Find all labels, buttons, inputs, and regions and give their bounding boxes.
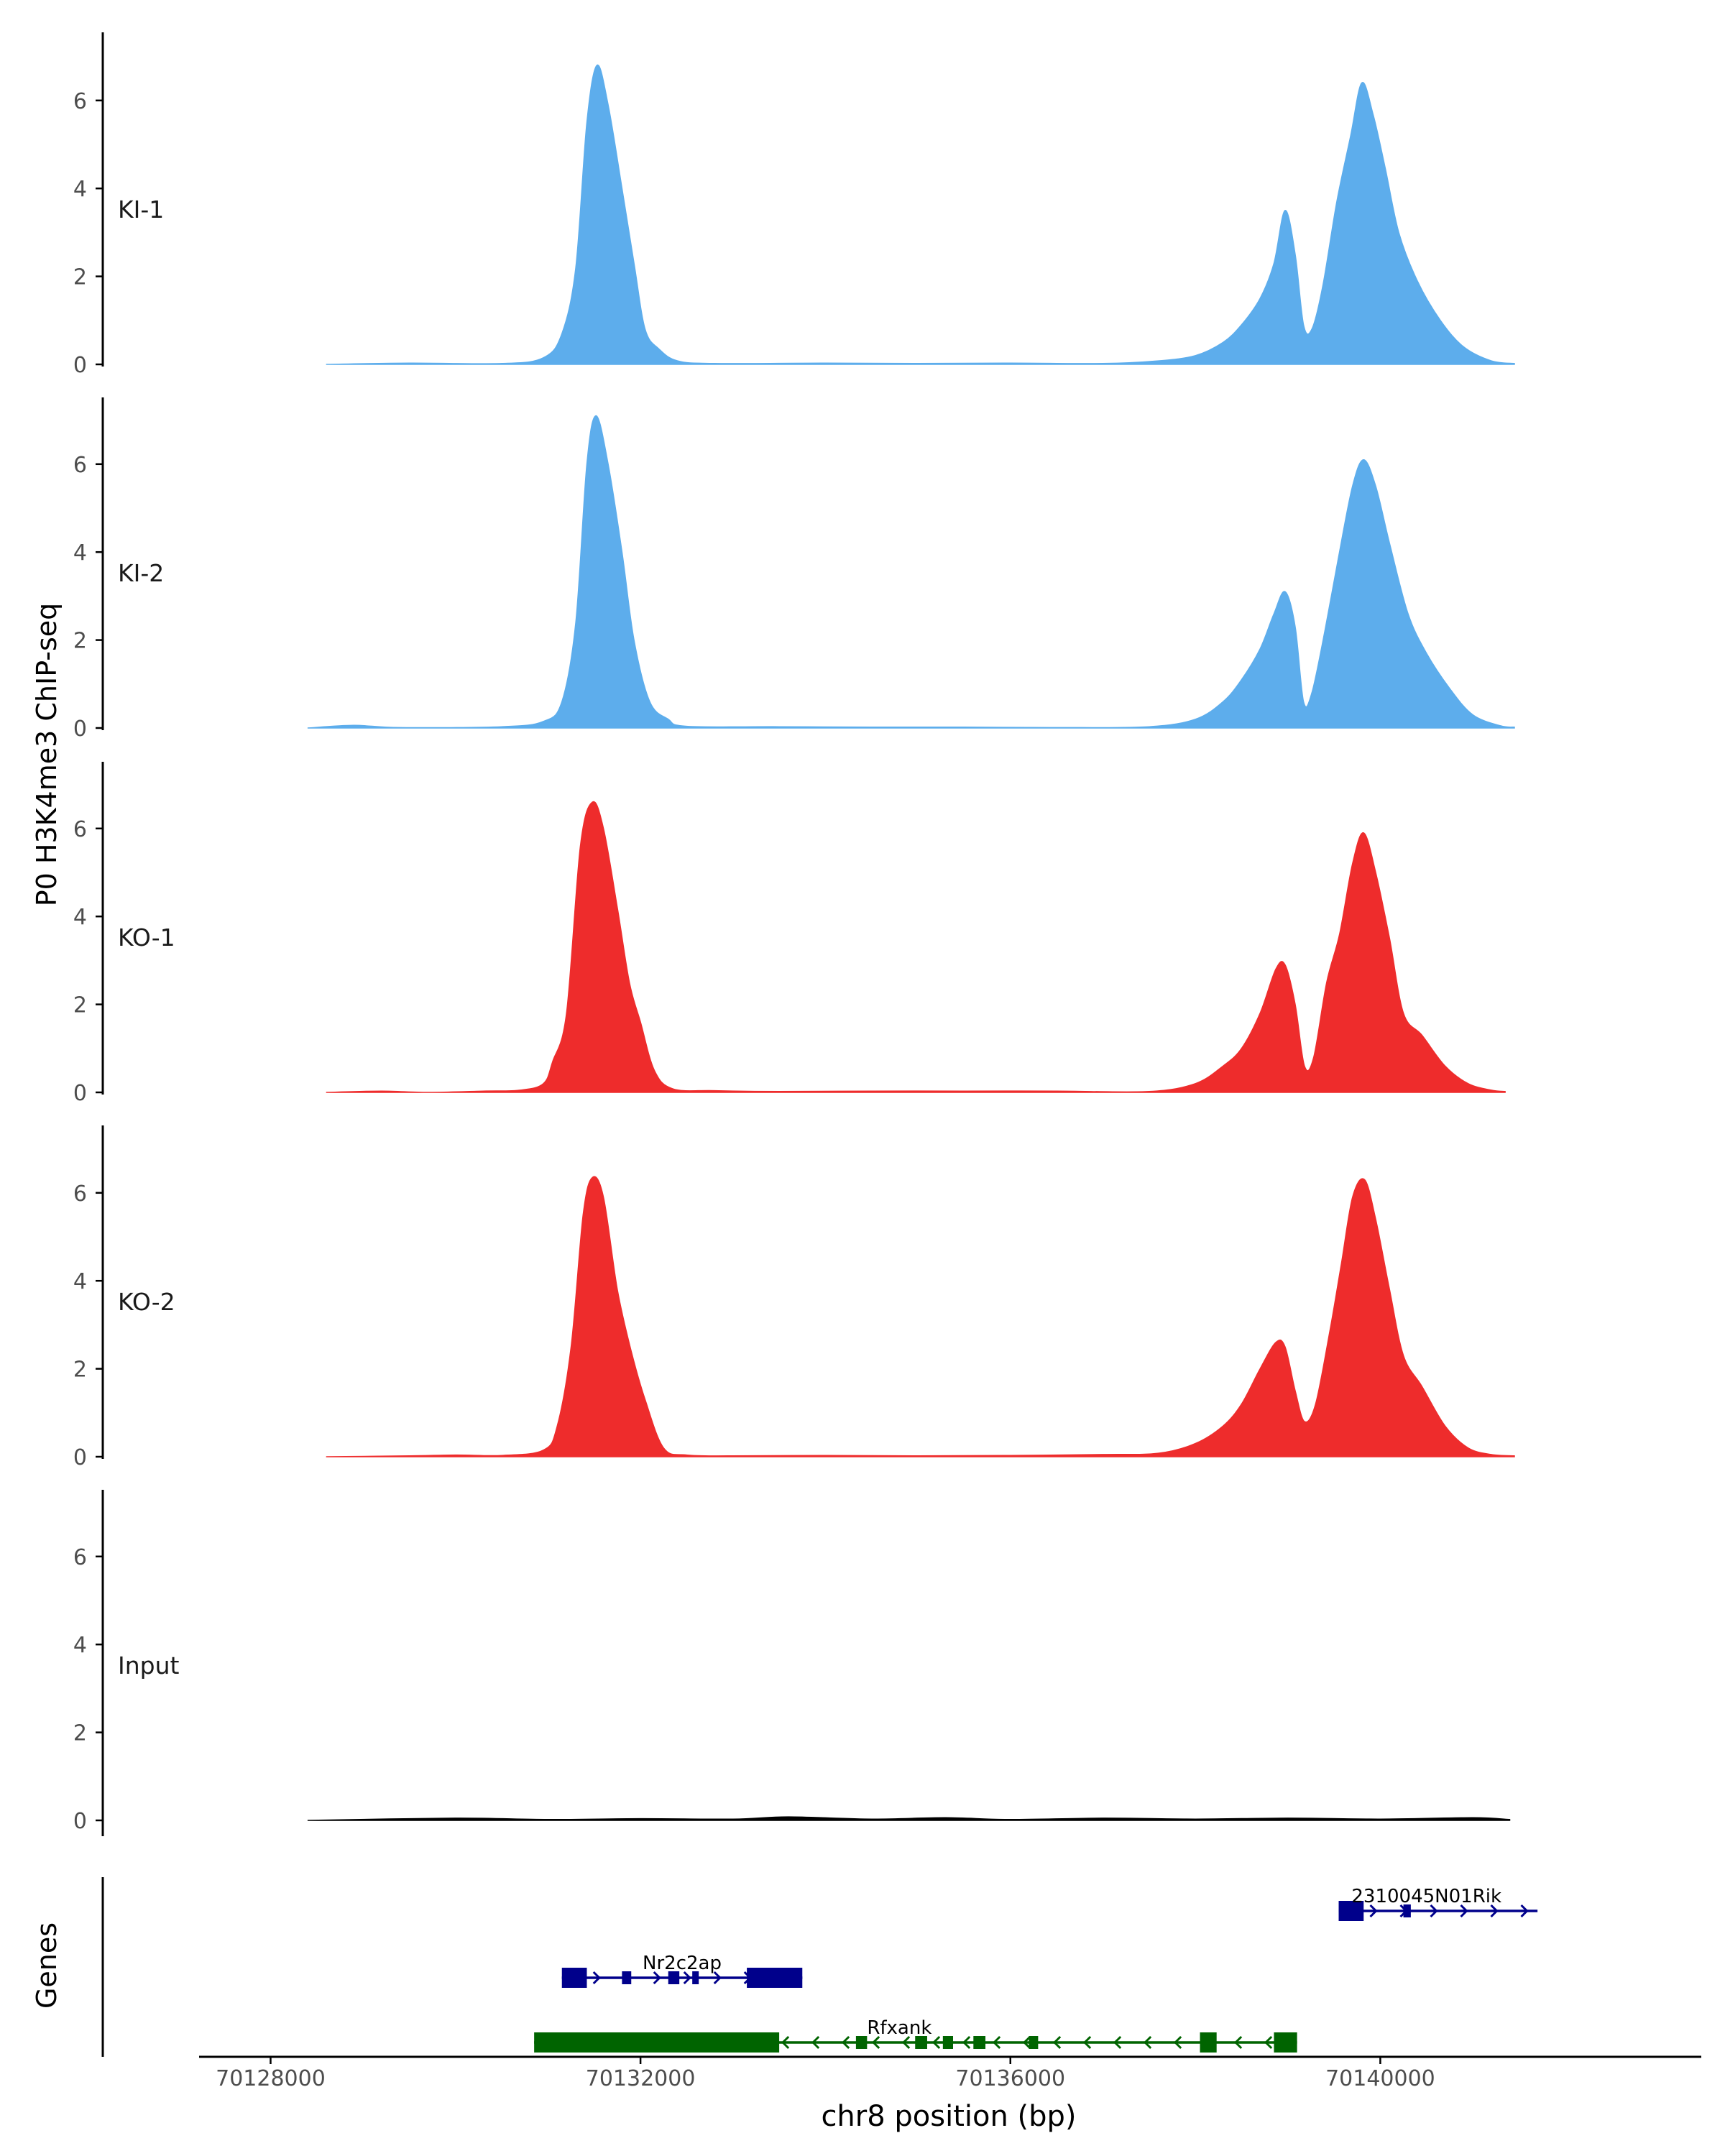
signal-area (326, 801, 1506, 1093)
track-label: KO-1 (118, 923, 175, 952)
strand-arrow (962, 2035, 971, 2050)
y-axis-title: P0 H3K4me3 ChIP-seq (31, 603, 63, 907)
exon (1029, 2036, 1039, 2049)
y-tick-label: 6 (73, 817, 87, 842)
x-axis-title: chr8 position (bp) (821, 2100, 1076, 2133)
strand-arrow (872, 2035, 880, 2050)
exon (692, 1971, 699, 1984)
y-tick-label: 4 (73, 540, 87, 566)
y-tick-label: 4 (73, 1269, 87, 1294)
y-tick-label: 2 (73, 629, 87, 654)
strand-arrow (592, 1971, 601, 1985)
signal-area (326, 1176, 1515, 1457)
y-tick-label: 4 (73, 1633, 87, 1658)
x-tick-label: 70136000 (955, 2066, 1065, 2091)
strand-arrow (902, 2035, 911, 2050)
strand-arrow (781, 2035, 790, 2050)
x-tick-label: 70140000 (1325, 2066, 1435, 2091)
y-tick-label: 4 (73, 905, 87, 930)
exon (668, 1971, 680, 1984)
y-tick-label: 0 (73, 353, 87, 378)
strand-arrow (1369, 1904, 1378, 1918)
strand-arrow (932, 2035, 941, 2050)
track-ko-1: 0 2 4 6 KO-1 (73, 762, 1506, 1106)
exon (534, 2032, 780, 2053)
y-tick-label: 6 (73, 89, 87, 114)
gene-nr2c2ap: Nr2c2ap (561, 1953, 803, 1988)
gene-track: 2310045N01Rik Nr2c2ap Rfxank (101, 1877, 1538, 2057)
exon (855, 2036, 868, 2049)
gene-label: Nr2c2ap (643, 1953, 722, 1974)
strand-arrow (1460, 1904, 1468, 1918)
exon (747, 1968, 803, 1988)
strand-arrow (1023, 2035, 1031, 2050)
strand-arrow (1113, 2035, 1122, 2050)
x-tick-label: 70128000 (216, 2066, 326, 2091)
track-ki-1: 0 2 4 6 KI-1 (73, 32, 1515, 378)
track-ko-2: 0 2 4 6 KO-2 (73, 1125, 1515, 1470)
strand-arrow (811, 2035, 820, 2050)
signal-tracks: 0 2 4 6 KI-1 0 2 4 6 KI-2 0 2 4 6 KO-1 0 2 4 6 KO-2 0 2 4 6 Inpu… (73, 32, 1515, 1836)
genes-axis-title: Genes (31, 1922, 63, 2009)
signal-area (307, 1816, 1511, 1821)
signal-area (326, 64, 1515, 365)
y-tick-label: 2 (73, 1358, 87, 1383)
strand-arrow (1430, 1904, 1438, 1918)
exon (973, 2036, 986, 2049)
strand-arrow (653, 1971, 661, 1985)
track-label: KI-2 (118, 559, 164, 587)
y-tick-label: 0 (73, 717, 87, 742)
track-input: 0 2 4 6 Input (73, 1490, 1511, 1836)
exon (561, 1968, 587, 1988)
y-tick-label: 0 (73, 1445, 87, 1470)
gene-label: Rfxank (867, 2017, 932, 2039)
y-tick-label: 2 (73, 1721, 87, 1746)
strand-arrow (842, 2035, 850, 2050)
track-label: Input (118, 1651, 180, 1680)
y-tick-label: 6 (73, 1545, 87, 1570)
y-tick-label: 4 (73, 177, 87, 202)
strand-arrow (1083, 2035, 1092, 2050)
x-axis: 70128000 70132000 70136000 70140000 (199, 2055, 1701, 2091)
y-tick-label: 0 (73, 1081, 87, 1106)
exon (1338, 1901, 1364, 1921)
exon (1403, 1904, 1411, 1917)
strand-arrow (1490, 1904, 1499, 1918)
y-tick-label: 6 (73, 1181, 87, 1207)
strand-arrow (1234, 2035, 1243, 2050)
signal-area (307, 415, 1515, 729)
strand-arrow (1174, 2035, 1182, 2050)
exon (1200, 2032, 1217, 2053)
strand-arrow (1520, 1904, 1529, 1918)
strand-arrow (713, 1971, 722, 1985)
y-tick-label: 0 (73, 1809, 87, 1834)
exon (622, 1971, 632, 1984)
y-tick-label: 2 (73, 265, 87, 290)
strand-arrow (993, 2035, 1001, 2050)
y-tick-label: 6 (73, 453, 87, 478)
gene-rfxank: Rfxank (534, 2017, 1297, 2053)
strand-arrow (1264, 2035, 1273, 2050)
strand-arrow (1144, 2035, 1152, 2050)
exon (1274, 2032, 1297, 2053)
y-tick-label: 2 (73, 993, 87, 1018)
track-label: KI-1 (118, 195, 164, 224)
x-tick-label: 70132000 (586, 2066, 696, 2091)
exon (942, 2036, 953, 2049)
track-label: KO-2 (118, 1288, 175, 1316)
exon (915, 2036, 927, 2049)
strand-arrow (1053, 2035, 1062, 2050)
track-ki-2: 0 2 4 6 KI-2 (73, 397, 1515, 742)
gene-2310045n01rik: 2310045N01Rik (1338, 1886, 1538, 1921)
strand-arrow (683, 1971, 691, 1985)
gene-label: 2310045N01Rik (1351, 1886, 1501, 1907)
